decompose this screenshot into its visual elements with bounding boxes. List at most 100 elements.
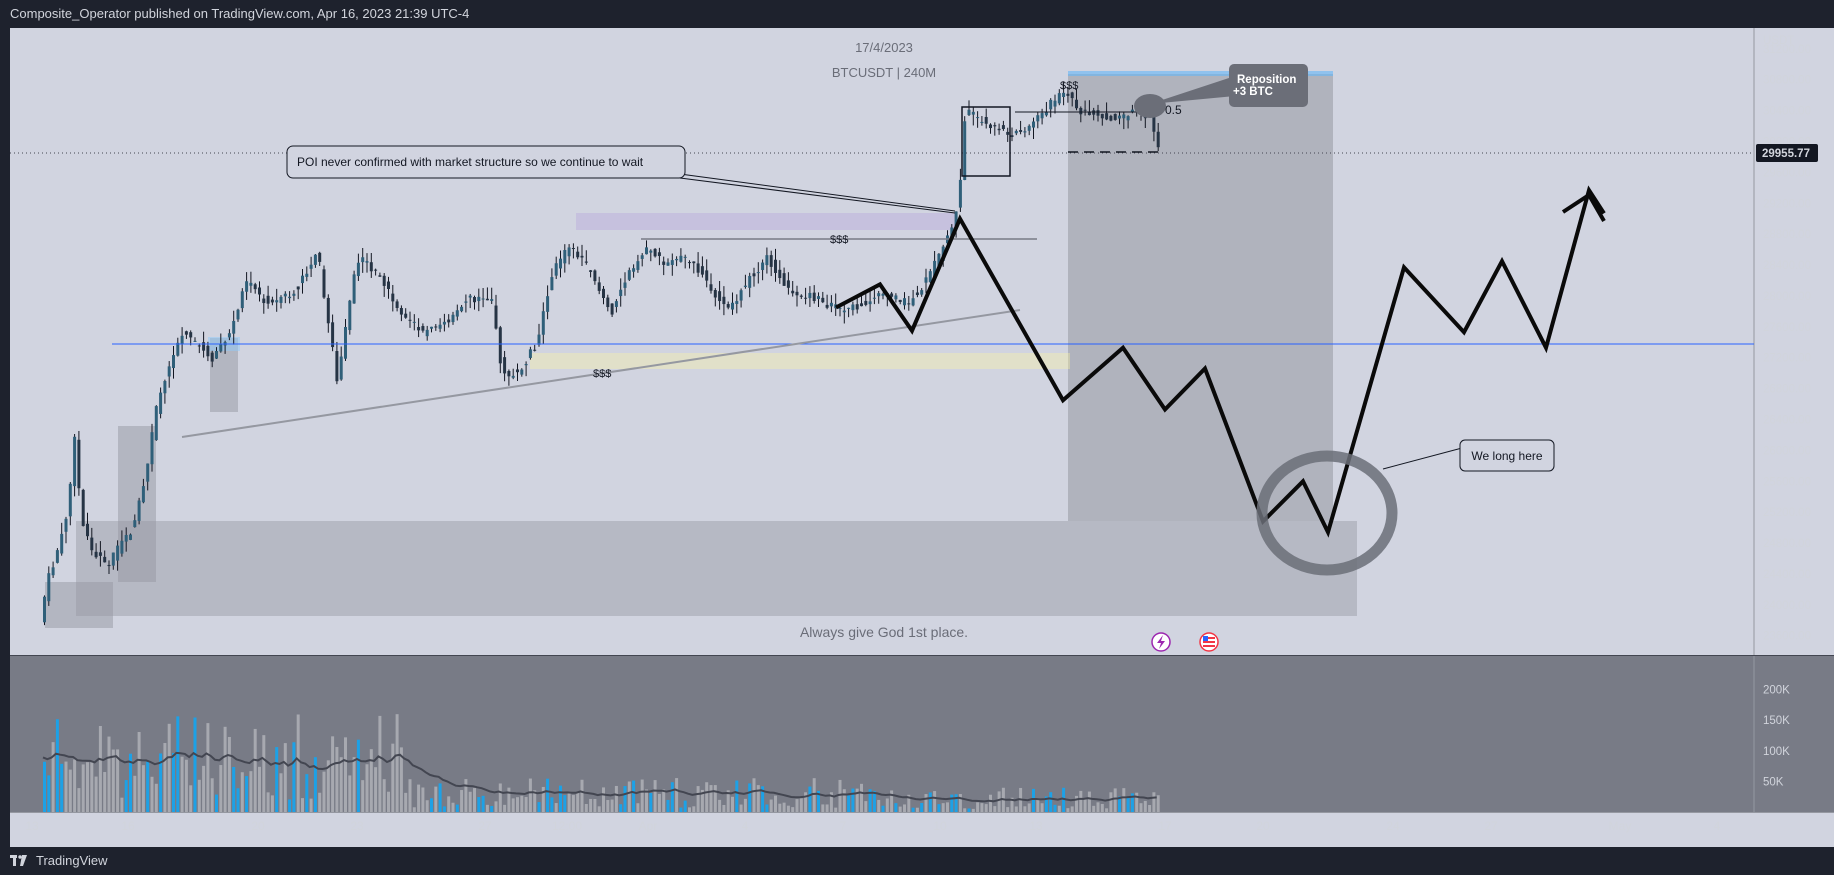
candle-body[interactable]	[382, 275, 386, 286]
candle-body[interactable]	[318, 252, 322, 262]
candle-body[interactable]	[288, 296, 292, 299]
candle-body[interactable]	[958, 179, 962, 208]
candle-body[interactable]	[967, 109, 971, 116]
candle-body[interactable]	[756, 272, 760, 274]
candle-body[interactable]	[778, 269, 782, 279]
candle-body[interactable]	[1087, 111, 1091, 116]
candle-body[interactable]	[623, 282, 627, 288]
candle-body[interactable]	[726, 304, 730, 308]
candle-body[interactable]	[55, 550, 59, 563]
candle-body[interactable]	[614, 301, 618, 307]
poi-callout[interactable]	[286, 145, 686, 179]
candle-body[interactable]	[791, 290, 795, 294]
candle-body[interactable]	[911, 298, 915, 306]
candle-body[interactable]	[1049, 99, 1053, 110]
candle-body[interactable]	[47, 573, 51, 602]
candle-body[interactable]	[322, 269, 326, 298]
candle-body[interactable]	[98, 552, 102, 556]
candle-body[interactable]	[215, 350, 218, 359]
time-axis[interactable]	[10, 812, 1834, 847]
candle-body[interactable]	[1036, 115, 1040, 122]
candle-body[interactable]	[176, 342, 180, 356]
candle-body[interactable]	[60, 533, 64, 554]
candle-body[interactable]	[709, 284, 713, 291]
candle-body[interactable]	[464, 301, 468, 303]
candle-body[interactable]	[546, 296, 550, 312]
candle-body[interactable]	[245, 281, 249, 292]
candle-body[interactable]	[116, 545, 120, 561]
candle-body[interactable]	[159, 392, 163, 414]
candle-body[interactable]	[438, 324, 442, 329]
candle-body[interactable]	[253, 284, 257, 290]
candle-body[interactable]	[1083, 109, 1087, 111]
candle-body[interactable]	[124, 535, 128, 542]
candle-body[interactable]	[180, 335, 184, 345]
candle-body[interactable]	[408, 319, 412, 321]
candle-body[interactable]	[1032, 121, 1035, 128]
candle-body[interactable]	[748, 275, 752, 288]
candle-body[interactable]	[842, 310, 846, 313]
candle-body[interactable]	[632, 268, 636, 272]
candle-body[interactable]	[847, 307, 851, 309]
candle-body[interactable]	[141, 486, 145, 503]
candle-body[interactable]	[1143, 117, 1147, 119]
candle-body[interactable]	[769, 255, 773, 267]
candle-body[interactable]	[890, 293, 894, 297]
candle-body[interactable]	[485, 298, 489, 301]
candle-body[interactable]	[455, 310, 459, 317]
candle-body[interactable]	[933, 260, 937, 278]
candle-body[interactable]	[1044, 112, 1048, 116]
candle-body[interactable]	[481, 298, 485, 300]
candle-body[interactable]	[937, 253, 941, 269]
candle-body[interactable]	[1100, 113, 1104, 119]
candle-body[interactable]	[649, 250, 653, 253]
candle-body[interactable]	[451, 314, 455, 323]
candle-body[interactable]	[825, 304, 829, 308]
candle-body[interactable]	[989, 124, 992, 129]
candle-body[interactable]	[829, 302, 833, 307]
candle-body[interactable]	[292, 293, 296, 296]
candle-body[interactable]	[270, 299, 274, 303]
candle-body[interactable]	[210, 352, 214, 362]
candle-body[interactable]	[1006, 131, 1010, 135]
candle-body[interactable]	[507, 371, 511, 377]
candle-body[interactable]	[868, 301, 872, 305]
candle-body[interactable]	[1152, 114, 1156, 132]
candle-body[interactable]	[1105, 113, 1109, 120]
candle-body[interactable]	[679, 255, 683, 262]
candle-body[interactable]	[503, 357, 507, 374]
candle-body[interactable]	[1023, 131, 1027, 133]
candle-body[interactable]	[81, 489, 85, 526]
candle-body[interactable]	[1070, 92, 1074, 99]
candle-body[interactable]	[782, 273, 786, 286]
candle-body[interactable]	[602, 288, 605, 299]
candle-body[interactable]	[576, 251, 580, 258]
candle-body[interactable]	[567, 247, 571, 257]
candle-body[interactable]	[494, 305, 498, 329]
candle-body[interactable]	[903, 298, 906, 306]
candle-body[interactable]	[881, 293, 885, 296]
candle-body[interactable]	[154, 406, 158, 441]
candle-body[interactable]	[675, 258, 679, 261]
candle-body[interactable]	[206, 345, 210, 357]
current-price-tag[interactable]	[1756, 144, 1818, 162]
candle-body[interactable]	[236, 309, 240, 320]
volume-axis[interactable]	[1754, 656, 1834, 812]
candle-body[interactable]	[1075, 99, 1078, 109]
candle-body[interactable]	[563, 250, 567, 264]
candle-body[interactable]	[137, 500, 141, 521]
candle-body[interactable]	[344, 327, 347, 359]
candle-body[interactable]	[313, 254, 317, 265]
candle-body[interactable]	[395, 301, 399, 308]
candle-body[interactable]	[1109, 115, 1113, 121]
candle-body[interactable]	[189, 332, 193, 338]
candle-body[interactable]	[984, 116, 988, 124]
candle-body[interactable]	[1156, 131, 1160, 148]
candle-body[interactable]	[636, 261, 640, 270]
candle-body[interactable]	[94, 551, 98, 558]
candle-body[interactable]	[670, 260, 674, 265]
candle-body[interactable]	[713, 290, 717, 298]
candle-body[interactable]	[739, 290, 743, 301]
candle-body[interactable]	[963, 121, 967, 180]
candle-body[interactable]	[804, 297, 808, 299]
